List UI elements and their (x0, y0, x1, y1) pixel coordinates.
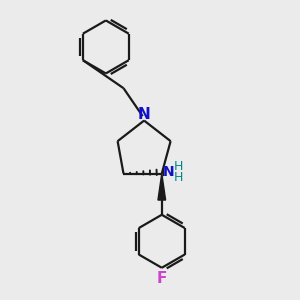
Text: N: N (138, 106, 151, 122)
Polygon shape (158, 174, 166, 200)
Text: F: F (157, 272, 167, 286)
Text: H: H (174, 171, 183, 184)
Text: H: H (174, 160, 183, 173)
Text: N: N (163, 165, 174, 179)
